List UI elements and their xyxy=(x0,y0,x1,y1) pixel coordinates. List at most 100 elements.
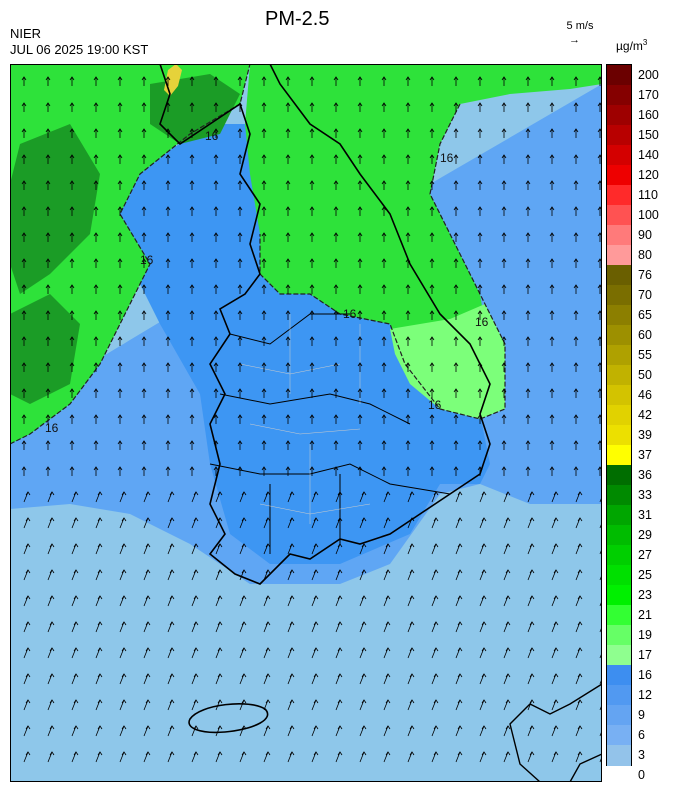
wind-arrowhead xyxy=(573,258,579,263)
wind-arrowhead xyxy=(145,543,151,548)
wind-arrowhead xyxy=(549,284,555,289)
wind-arrowhead xyxy=(145,725,151,730)
contour-label-west-2: 16 xyxy=(45,421,59,435)
wind-arrowhead xyxy=(409,543,415,548)
legend-swatch xyxy=(607,665,631,686)
wind-arrowhead xyxy=(313,595,319,600)
wind-arrowhead xyxy=(333,76,339,81)
wind-arrowhead xyxy=(409,569,415,574)
wind-arrowhead xyxy=(549,180,555,185)
wind-arrowhead xyxy=(93,206,99,211)
wind-arrowhead xyxy=(309,362,315,367)
wind-arrowhead xyxy=(309,440,315,445)
wind-arrowhead xyxy=(453,336,459,341)
color-legend xyxy=(606,64,632,766)
wind-arrowhead xyxy=(357,76,363,81)
wind-arrowhead xyxy=(169,725,175,730)
wind-arrowhead xyxy=(25,517,31,522)
wind-arrowhead xyxy=(573,206,579,211)
legend-swatch xyxy=(607,125,631,146)
wind-arrowhead xyxy=(385,725,391,730)
wind-arrowhead xyxy=(525,232,531,237)
wind-arrow xyxy=(599,495,602,503)
wind-arrowhead xyxy=(93,128,99,133)
contour-label-east-3: 16 xyxy=(428,398,442,412)
wind-arrowhead xyxy=(69,232,75,237)
wind-arrowhead xyxy=(453,102,459,107)
legend-swatch xyxy=(607,545,631,566)
wind-arrowhead xyxy=(69,154,75,159)
wind-arrowhead xyxy=(481,491,487,496)
legend-tick-label: 36 xyxy=(638,468,652,482)
wind-arrowhead xyxy=(405,336,411,341)
wind-arrowhead xyxy=(333,232,339,237)
wind-arrowhead xyxy=(141,388,147,393)
legend-swatch xyxy=(607,325,631,346)
wind-arrowhead xyxy=(97,569,103,574)
legend-swatch xyxy=(607,245,631,266)
wind-arrowhead xyxy=(93,284,99,289)
wind-arrowhead xyxy=(501,128,507,133)
wind-arrowhead xyxy=(405,180,411,185)
wind-arrowhead xyxy=(93,466,99,471)
wind-arrowhead xyxy=(21,258,27,263)
wind-arrowhead xyxy=(93,154,99,159)
wind-arrowhead xyxy=(361,725,367,730)
wind-arrowhead xyxy=(193,673,199,678)
wind-arrowhead xyxy=(529,621,535,626)
wind-arrowhead xyxy=(481,595,487,600)
wind-arrowhead xyxy=(309,232,315,237)
contour-label-west-1: 16 xyxy=(140,253,154,267)
wind-arrowhead xyxy=(337,751,343,756)
wind-arrowhead xyxy=(525,284,531,289)
wind-arrowhead xyxy=(217,491,223,496)
wind-arrowhead xyxy=(529,543,535,548)
wind-arrowhead xyxy=(309,102,315,107)
wind-arrowhead xyxy=(165,388,171,393)
wind-arrowhead xyxy=(169,595,175,600)
wind-arrowhead xyxy=(361,647,367,652)
legend-tick-label: 110 xyxy=(638,188,658,202)
wind-arrowhead xyxy=(261,154,267,159)
wind-arrowhead xyxy=(193,543,199,548)
wind-arrowhead xyxy=(189,362,195,367)
wind-arrowhead xyxy=(337,569,343,574)
wind-arrowhead xyxy=(457,699,463,704)
wind-arrowhead xyxy=(21,388,27,393)
wind-arrowhead xyxy=(213,128,219,133)
wind-arrowhead xyxy=(525,180,531,185)
wind-arrowhead xyxy=(333,362,339,367)
wind-arrowhead xyxy=(505,543,511,548)
wind-arrowhead xyxy=(145,621,151,626)
legend-tick-label: 200 xyxy=(638,68,659,82)
pm25-map: 16 16 16 16 16 16 16 xyxy=(10,64,602,782)
wind-arrowhead xyxy=(501,206,507,211)
legend-tick-label: 12 xyxy=(638,688,652,702)
wind-arrowhead xyxy=(553,699,559,704)
wind-arrowhead xyxy=(573,232,579,237)
map-title: PM-2.5 xyxy=(265,8,330,30)
wind-arrowhead xyxy=(481,647,487,652)
legend-tick-label: 55 xyxy=(638,348,652,362)
wind-arrowhead xyxy=(213,180,219,185)
wind-arrowhead xyxy=(289,621,295,626)
wind-arrowhead xyxy=(73,673,79,678)
wind-arrowhead xyxy=(577,491,583,496)
legend-swatch xyxy=(607,705,631,726)
wind-arrowhead xyxy=(477,388,483,393)
wind-arrowhead xyxy=(381,232,387,237)
wind-arrowhead xyxy=(49,673,55,678)
legend-tick-label: 3 xyxy=(638,748,645,762)
wind-arrowhead xyxy=(217,595,223,600)
wind-arrowhead xyxy=(193,725,199,730)
wind-arrowhead xyxy=(45,180,51,185)
contour-line-16-east xyxy=(259,103,506,420)
wind-arrowhead xyxy=(285,232,291,237)
wind-arrowhead xyxy=(333,128,339,133)
legend-swatch xyxy=(607,185,631,206)
wind-arrowhead xyxy=(145,647,151,652)
wind-arrowhead xyxy=(69,284,75,289)
wind-arrowhead xyxy=(577,673,583,678)
wind-arrowhead xyxy=(429,440,435,445)
wind-arrowhead xyxy=(193,751,199,756)
